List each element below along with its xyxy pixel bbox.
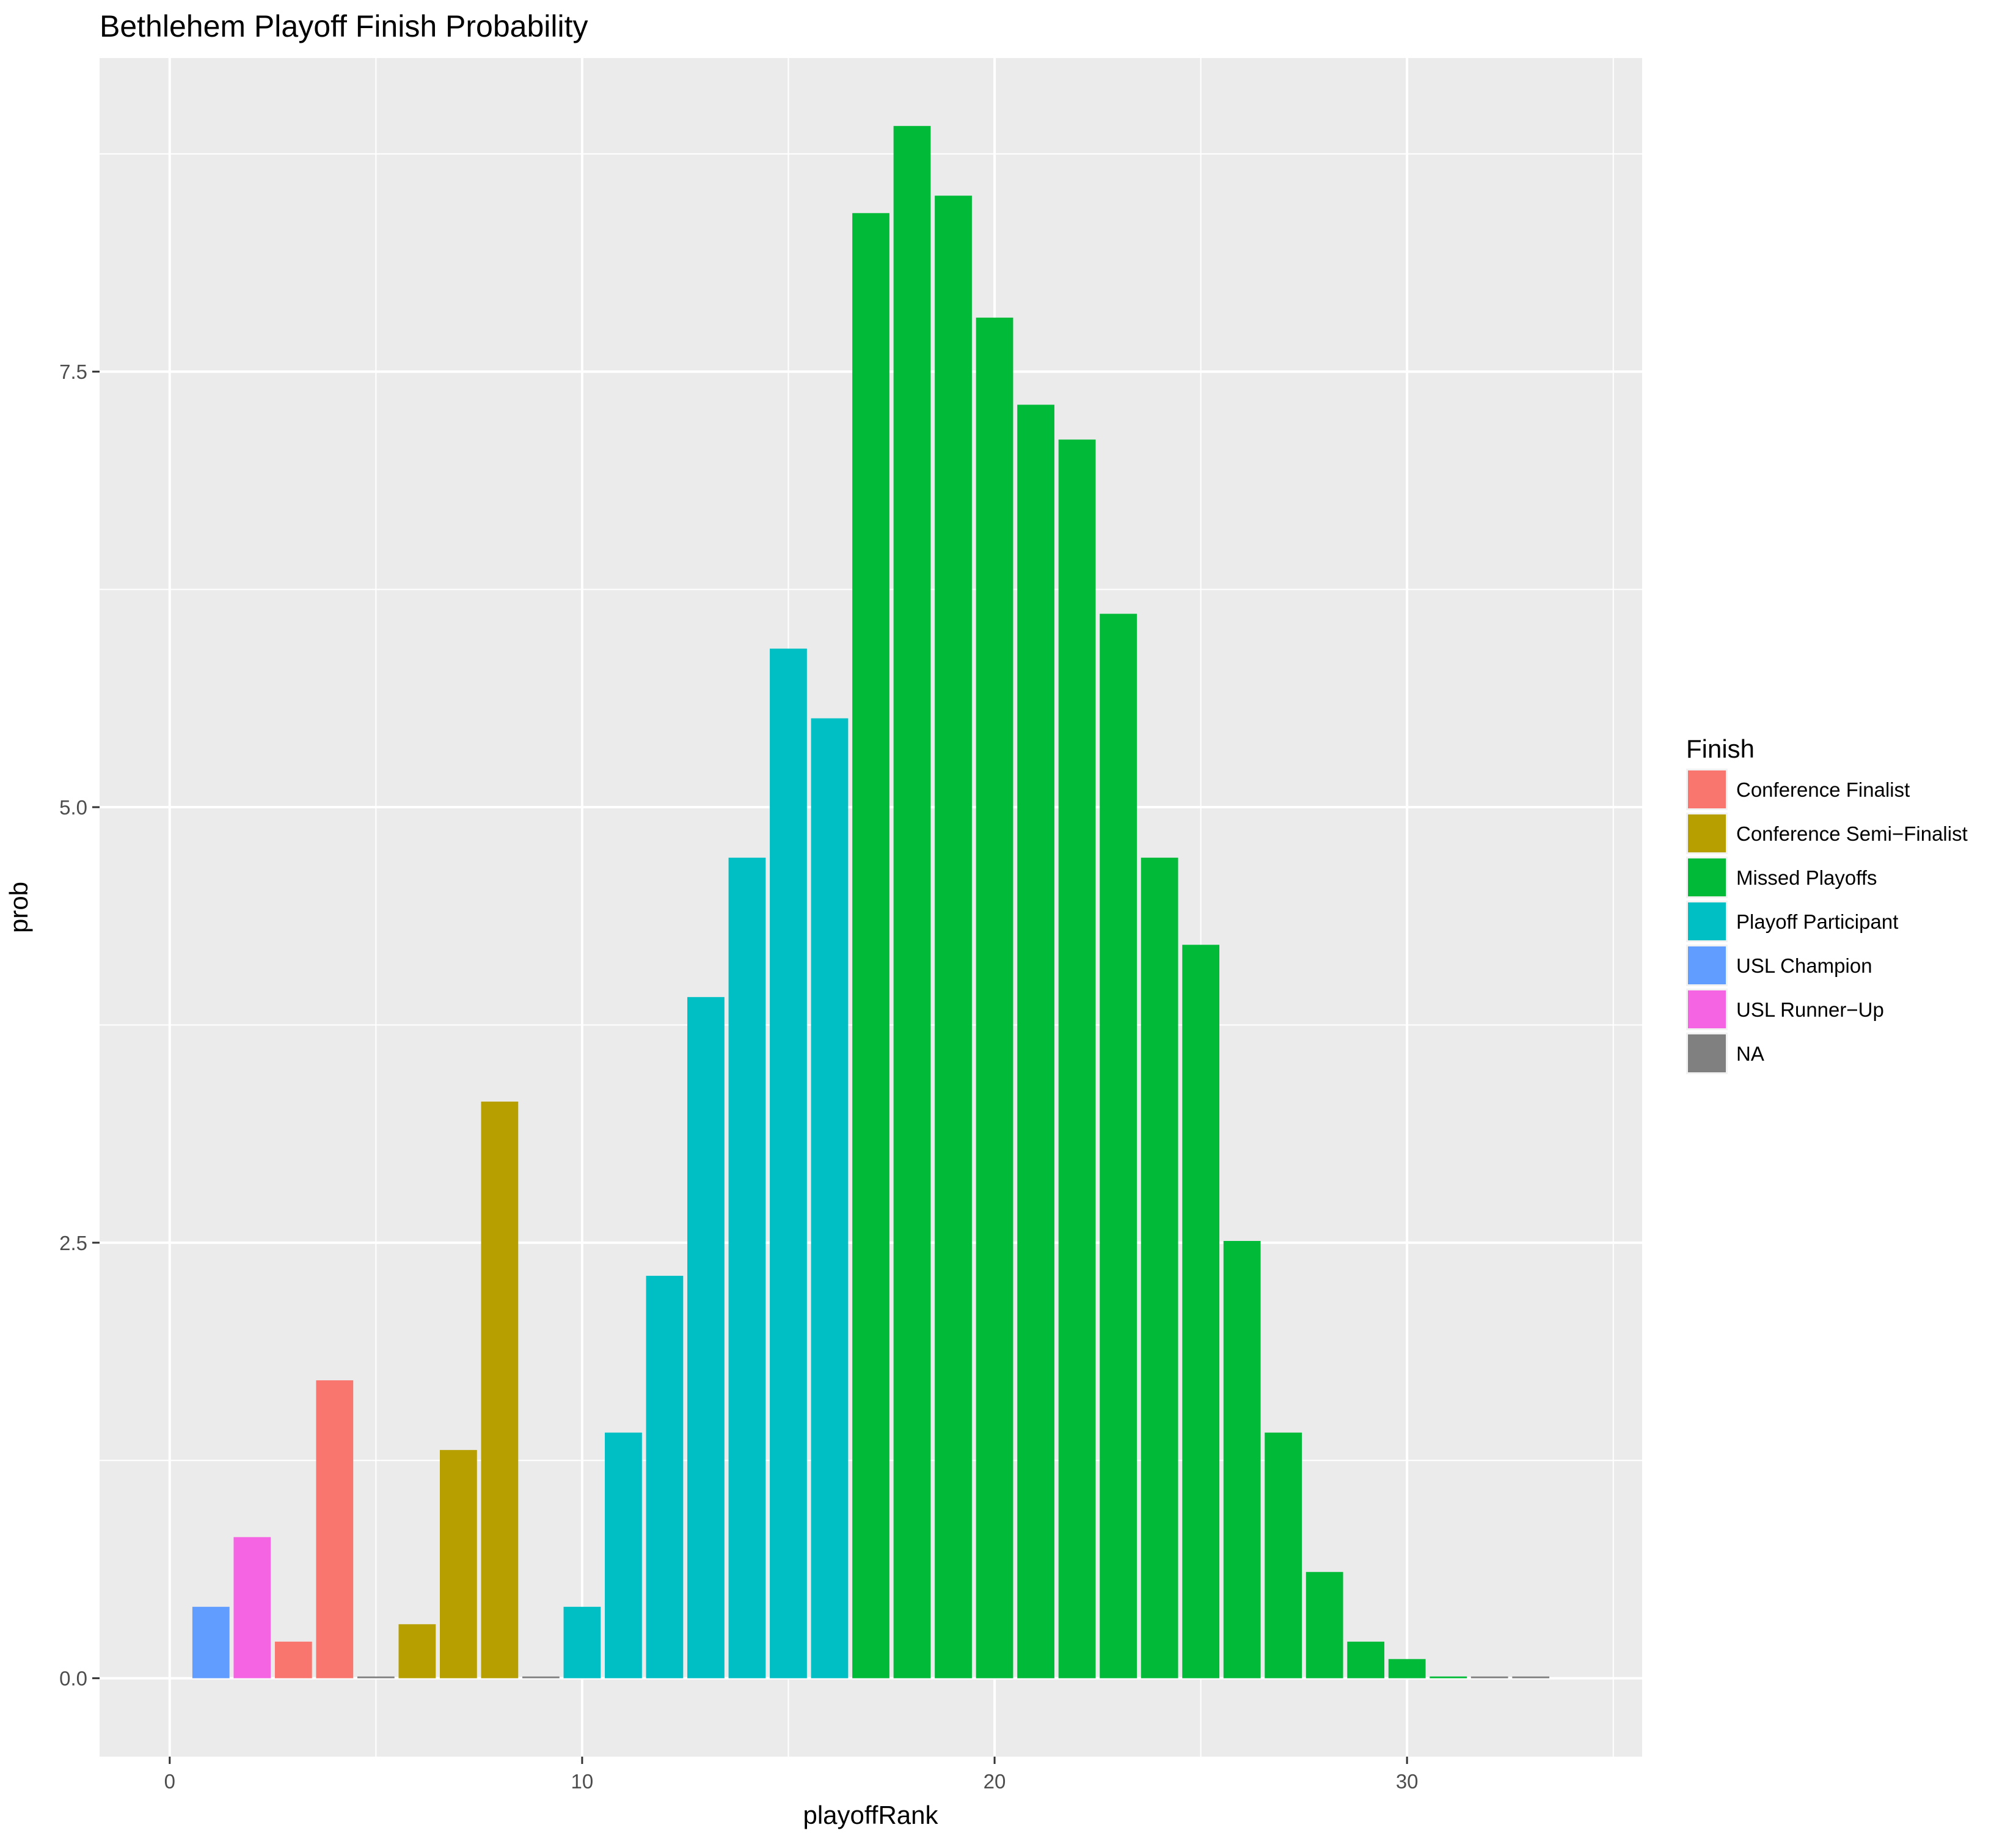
bar-rank-1: [192, 1606, 230, 1678]
legend-swatch: [1688, 770, 1726, 808]
chart-title: Bethlehem Playoff Finish Probability: [100, 9, 588, 43]
x-axis-title: playoffRank: [803, 1801, 938, 1829]
y-axis-title: prob: [4, 882, 33, 933]
x-tick-label: 0: [164, 1770, 175, 1793]
bar-rank-20: [976, 317, 1013, 1678]
bar-rank-4: [316, 1380, 354, 1678]
bar-rank-22: [1058, 439, 1096, 1678]
bar-rank-18: [893, 126, 931, 1678]
x-axis-ticks: 0 10 20 30: [164, 1757, 1419, 1793]
bar-rank-31: [1430, 1676, 1467, 1678]
legend-label: NA: [1736, 1042, 1764, 1065]
y-tick-label: 2.5: [59, 1232, 87, 1254]
bar-rank-17: [852, 213, 889, 1678]
legend-swatch: [1688, 814, 1726, 852]
bar-rank-27: [1265, 1432, 1302, 1678]
x-tick-label: 10: [571, 1770, 594, 1793]
bar-rank-26: [1223, 1241, 1261, 1678]
bar-rank-11: [605, 1432, 642, 1678]
bar-rank-28: [1306, 1571, 1343, 1678]
bar-rank-23: [1100, 613, 1137, 1678]
legend-swatch: [1688, 858, 1726, 896]
bar-rank-29: [1347, 1641, 1385, 1678]
bar-rank-15: [770, 648, 807, 1678]
legend-label: Conference Finalist: [1736, 778, 1910, 801]
bar-rank-21: [1017, 404, 1054, 1678]
legend-swatch: [1688, 990, 1726, 1028]
bar-rank-12: [646, 1276, 684, 1678]
legend-label: USL Champion: [1736, 954, 1872, 977]
bar-rank-14: [728, 857, 766, 1678]
legend-label: Missed Playoffs: [1736, 866, 1877, 889]
bar-rank-9: [522, 1676, 560, 1678]
y-tick-label: 0.0: [59, 1667, 87, 1690]
legend-swatch: [1688, 1034, 1726, 1072]
legend: Finish Conference Finalist Conference Sem…: [1686, 734, 1968, 1074]
bar-rank-2: [233, 1537, 271, 1678]
x-tick-label: 30: [1396, 1770, 1419, 1793]
bar-rank-33: [1512, 1676, 1550, 1678]
bars: [192, 126, 1550, 1678]
y-tick-label: 7.5: [59, 360, 87, 383]
bar-rank-19: [935, 196, 972, 1678]
legend-label: Conference Semi−Finalist: [1736, 822, 1968, 845]
legend-label: USL Runner−Up: [1736, 998, 1884, 1021]
bar-rank-7: [439, 1450, 477, 1678]
legend-swatch: [1688, 946, 1726, 984]
y-tick-label: 5.0: [59, 796, 87, 819]
bar-rank-13: [687, 997, 725, 1678]
bar-rank-5: [357, 1676, 395, 1678]
bar-rank-8: [481, 1101, 519, 1678]
y-axis-ticks: 0.0 2.5 5.0 7.5: [59, 360, 100, 1690]
legend-label: Playoff Participant: [1736, 910, 1898, 933]
legend-swatch: [1688, 902, 1726, 940]
bar-rank-32: [1470, 1676, 1508, 1678]
bar-rank-3: [274, 1641, 312, 1678]
bar-rank-6: [398, 1624, 436, 1678]
bar-rank-25: [1182, 945, 1219, 1678]
bar-rank-30: [1388, 1659, 1426, 1678]
bar-rank-16: [811, 718, 849, 1678]
x-tick-label: 20: [984, 1770, 1006, 1793]
bar-rank-10: [563, 1606, 601, 1678]
legend-title: Finish: [1686, 734, 1755, 763]
bar-rank-24: [1141, 857, 1178, 1678]
